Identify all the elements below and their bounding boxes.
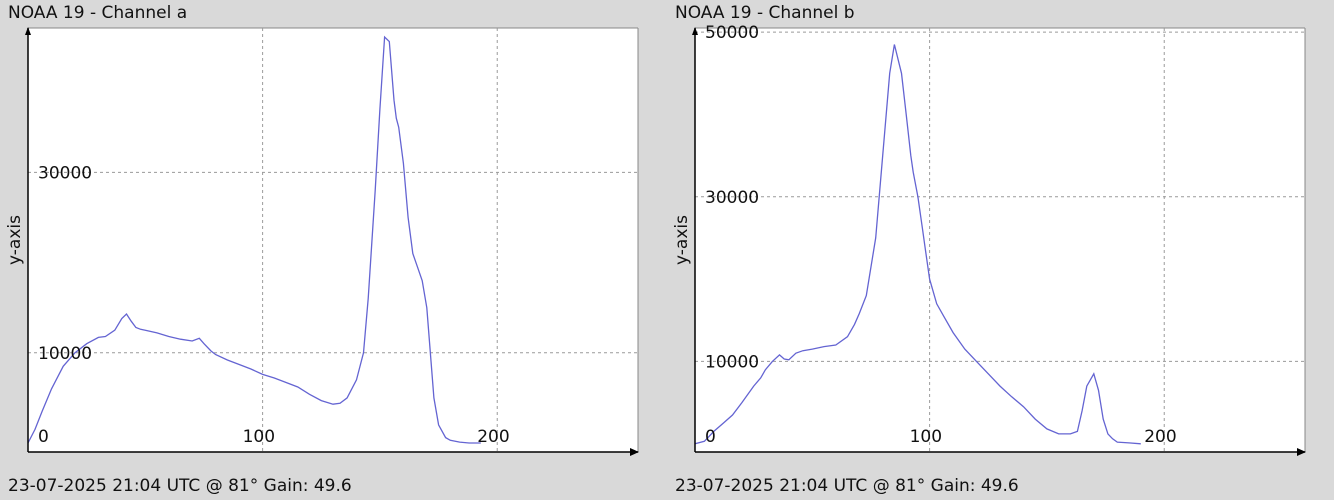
- channel-a-footer: 23-07-2025 21:04 UTC @ 81° Gain: 49.6: [8, 476, 352, 496]
- channel-a-x-tick-label: 0: [38, 427, 49, 447]
- channel-b-y-tick-label: 50000: [705, 23, 759, 43]
- channel-b-y-axis-arrow: [692, 27, 698, 35]
- channel-b-y-tick-label: 10000: [705, 352, 759, 372]
- channel-a-y-tick-label: 10000: [38, 344, 92, 364]
- channel-b-x-tick-label: 200: [1144, 427, 1176, 447]
- channel-a-y-tick-label: 30000: [38, 163, 92, 183]
- channel-a-panel: NOAA 19 - Channel a 0 100 200 10000 30000 y-a…: [5, 3, 639, 496]
- channel-b-y-tick-label: 30000: [705, 188, 759, 208]
- channel-b-series-line: [694, 44, 1141, 445]
- channel-b-chart: 0 100 200 10000 30000 50000 y-axis: [672, 23, 1306, 456]
- channel-b-y-axis-title: y-axis: [672, 215, 692, 265]
- channel-a-series-line: [27, 35, 481, 444]
- channel-a-chart: 0 100 200 10000 30000 y-axis: [5, 27, 639, 456]
- channel-b-footer: 23-07-2025 21:04 UTC @ 81° Gain: 49.6: [675, 476, 1019, 496]
- channel-a-title: NOAA 19 - Channel a: [8, 3, 188, 23]
- channel-a-y-axis-title: y-axis: [5, 215, 25, 265]
- channel-a-x-axis-arrow: [630, 448, 639, 456]
- channel-b-x-axis-arrow: [1297, 448, 1306, 456]
- channel-a-x-tick-label: 200: [477, 427, 509, 447]
- channel-b-x-tick-label: 100: [910, 427, 942, 447]
- channel-b-plot-area: [695, 28, 1305, 452]
- channel-b-panel: NOAA 19 - Channel b 0 100 200 10000 30000 500…: [667, 0, 1334, 500]
- channel-b-title: NOAA 19 - Channel b: [675, 3, 855, 23]
- channel-b-x-tick-label: 0: [705, 427, 716, 447]
- channel-a-plot-area: [28, 28, 638, 452]
- channel-a-x-tick-label: 100: [243, 427, 275, 447]
- channel-a-y-axis-arrow: [25, 27, 31, 35]
